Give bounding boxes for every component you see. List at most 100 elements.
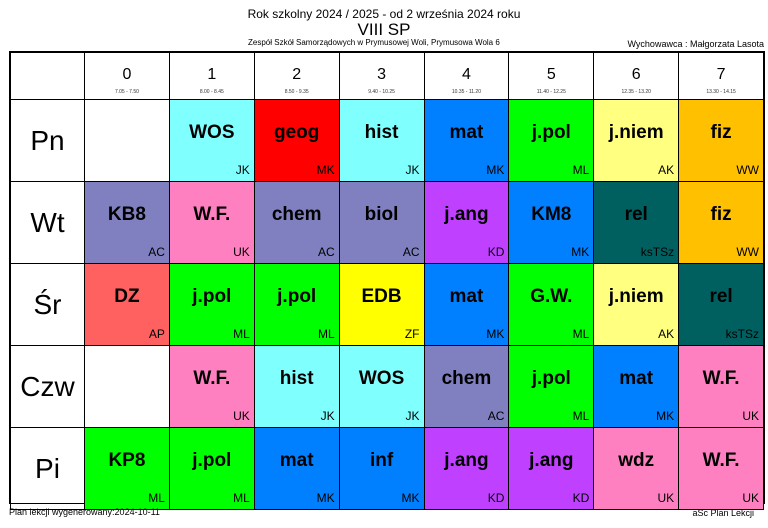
empty-lesson-cell[interactable] <box>84 99 170 182</box>
lesson-cell[interactable]: rel ksTSz <box>593 181 680 264</box>
lesson-cell[interactable]: KB8 AC <box>84 181 170 264</box>
lesson-cell[interactable]: KM8 MK <box>508 181 595 264</box>
corner-cell <box>10 52 85 100</box>
lesson-teacher: ML <box>148 491 165 505</box>
lesson-teacher: ML <box>572 409 590 423</box>
period-header: 6 12.35 - 13.20 <box>593 52 680 100</box>
lesson-cell[interactable]: W.F. UK <box>168 345 255 428</box>
lesson-cell[interactable]: hist JK <box>338 99 425 182</box>
lesson-subject: W.F. <box>193 368 231 389</box>
day-row: Wt KB8 AC W.F. UK chem AC biol AC j.ang KD KM8 MK rel… <box>10 181 764 264</box>
period-header: 2 8.50 - 9.35 <box>253 52 340 100</box>
timetable-table: 0 7.05 - 7.50 1 8.00 - 8.45 2 8.50 - 9.35 3 9.4… <box>10 52 764 510</box>
lesson-teacher: UK <box>233 245 250 259</box>
lesson-cell[interactable]: j.niem AK <box>593 263 680 346</box>
lesson-cell[interactable]: j.pol ML <box>508 99 595 182</box>
empty-lesson-cell[interactable] <box>84 345 170 428</box>
period-header-row: 0 7.05 - 7.50 1 8.00 - 8.45 2 8.50 - 9.35 3 9.4… <box>10 52 764 100</box>
period-number: 3 <box>377 66 387 83</box>
app-brand: aSc Plan Lekcji <box>692 508 754 518</box>
lesson-teacher: AC <box>317 245 335 259</box>
lesson-cell[interactable]: j.pol ML <box>253 263 340 346</box>
lesson-teacher: JK <box>235 163 250 177</box>
school-year-title: Rok szkolny 2024 / 2025 - od 2 września … <box>247 7 521 21</box>
lesson-teacher: JK <box>405 163 420 177</box>
lesson-cell[interactable]: WOS JK <box>168 99 255 182</box>
day-label: Czw <box>10 345 85 428</box>
lesson-cell[interactable]: fiz WW <box>678 181 764 264</box>
period-header: 1 8.00 - 8.45 <box>168 52 255 100</box>
lesson-teacher: KD <box>572 491 590 505</box>
lesson-teacher: MK <box>316 163 335 177</box>
lesson-subject: EDB <box>361 286 402 307</box>
lesson-subject: KB8 <box>107 204 146 225</box>
lesson-subject: j.niem <box>608 286 664 307</box>
lesson-cell[interactable]: mat MK <box>593 345 680 428</box>
lesson-cell[interactable]: j.ang KD <box>508 427 595 510</box>
lesson-subject: geog <box>273 122 320 143</box>
period-time: 7.05 - 7.50 <box>114 89 139 95</box>
lesson-teacher: ZF <box>404 327 420 341</box>
lesson-subject: W.F. <box>702 368 740 389</box>
lesson-cell[interactable]: mat MK <box>423 99 510 182</box>
lesson-cell[interactable]: j.ang KD <box>423 427 510 510</box>
day-label: Pn <box>10 99 85 182</box>
lesson-cell[interactable]: W.F. UK <box>678 427 764 510</box>
lesson-cell[interactable]: mat MK <box>423 263 510 346</box>
lesson-cell[interactable]: G.W. ML <box>508 263 595 346</box>
lesson-teacher: MK <box>656 409 675 423</box>
lesson-subject: chem <box>441 368 492 389</box>
lesson-cell[interactable]: j.pol ML <box>508 345 595 428</box>
lesson-teacher: WW <box>736 163 759 177</box>
period-number: 6 <box>631 66 641 83</box>
lesson-cell[interactable]: j.pol ML <box>168 263 255 346</box>
lesson-cell[interactable]: fiz WW <box>678 99 764 182</box>
lesson-subject: j.pol <box>277 286 317 307</box>
day-label: Wt <box>10 181 85 264</box>
period-time: 8.50 - 9.35 <box>284 89 309 95</box>
lesson-subject: j.pol <box>192 450 232 471</box>
lesson-teacher: MK <box>401 491 420 505</box>
lesson-cell[interactable]: W.F. UK <box>678 345 764 428</box>
period-time: 11.40 - 12.25 <box>536 89 566 95</box>
day-row: Czw W.F. UK hist JK WOS JK chem AC j.pol ML mat MK W.… <box>10 345 764 428</box>
lesson-cell[interactable]: EDB ZF <box>338 263 425 346</box>
lesson-subject: W.F. <box>193 204 231 225</box>
lesson-subject: biol <box>364 204 399 225</box>
lesson-cell[interactable]: j.niem AK <box>593 99 680 182</box>
lesson-subject: hist <box>279 368 314 389</box>
lesson-subject: wdz <box>618 450 655 471</box>
lesson-teacher: ML <box>572 327 590 341</box>
lesson-subject: j.ang <box>444 450 489 471</box>
lesson-subject: W.F. <box>702 450 740 471</box>
lesson-cell[interactable]: KP8 ML <box>84 427 170 510</box>
lesson-cell[interactable]: mat MK <box>253 427 340 510</box>
lesson-subject: G.W. <box>530 286 573 307</box>
lesson-cell[interactable]: W.F. UK <box>168 181 255 264</box>
period-time: 9.40 - 10.25 <box>368 89 395 95</box>
class-teacher: Wychowawca : Małgorzata Lasota <box>627 39 764 49</box>
lesson-cell[interactable]: j.ang KD <box>423 181 510 264</box>
lesson-subject: mat <box>449 286 484 307</box>
lesson-cell[interactable]: DZ AP <box>84 263 170 346</box>
lesson-cell[interactable]: hist JK <box>253 345 340 428</box>
lesson-cell[interactable]: j.pol ML <box>168 427 255 510</box>
lesson-cell[interactable]: chem AC <box>423 345 510 428</box>
lesson-teacher: AC <box>402 245 420 259</box>
day-row: Śr DZ AP j.pol ML j.pol ML EDB ZF mat MK G.W. ML j.ni… <box>10 263 764 346</box>
generated-date: Plan lekcji wygenerowany:2024-10-11 <box>9 507 160 517</box>
lesson-subject: j.niem <box>608 122 664 143</box>
school-name: Zespół Szkół Samorządowych w Prymusowej … <box>248 38 500 47</box>
lesson-teacher: UK <box>233 409 250 423</box>
lesson-cell[interactable]: chem AC <box>253 181 340 264</box>
lesson-cell[interactable]: rel ksTSz <box>678 263 764 346</box>
lesson-subject: rel <box>624 204 648 225</box>
lesson-cell[interactable]: biol AC <box>338 181 425 264</box>
lesson-cell[interactable]: geog MK <box>253 99 340 182</box>
lesson-cell[interactable]: WOS JK <box>338 345 425 428</box>
lesson-cell[interactable]: inf MK <box>338 427 425 510</box>
lesson-subject: WOS <box>358 368 405 389</box>
lesson-teacher: ML <box>233 491 250 505</box>
lesson-cell[interactable]: wdz UK <box>593 427 680 510</box>
period-time: 8.00 - 8.45 <box>199 89 224 95</box>
